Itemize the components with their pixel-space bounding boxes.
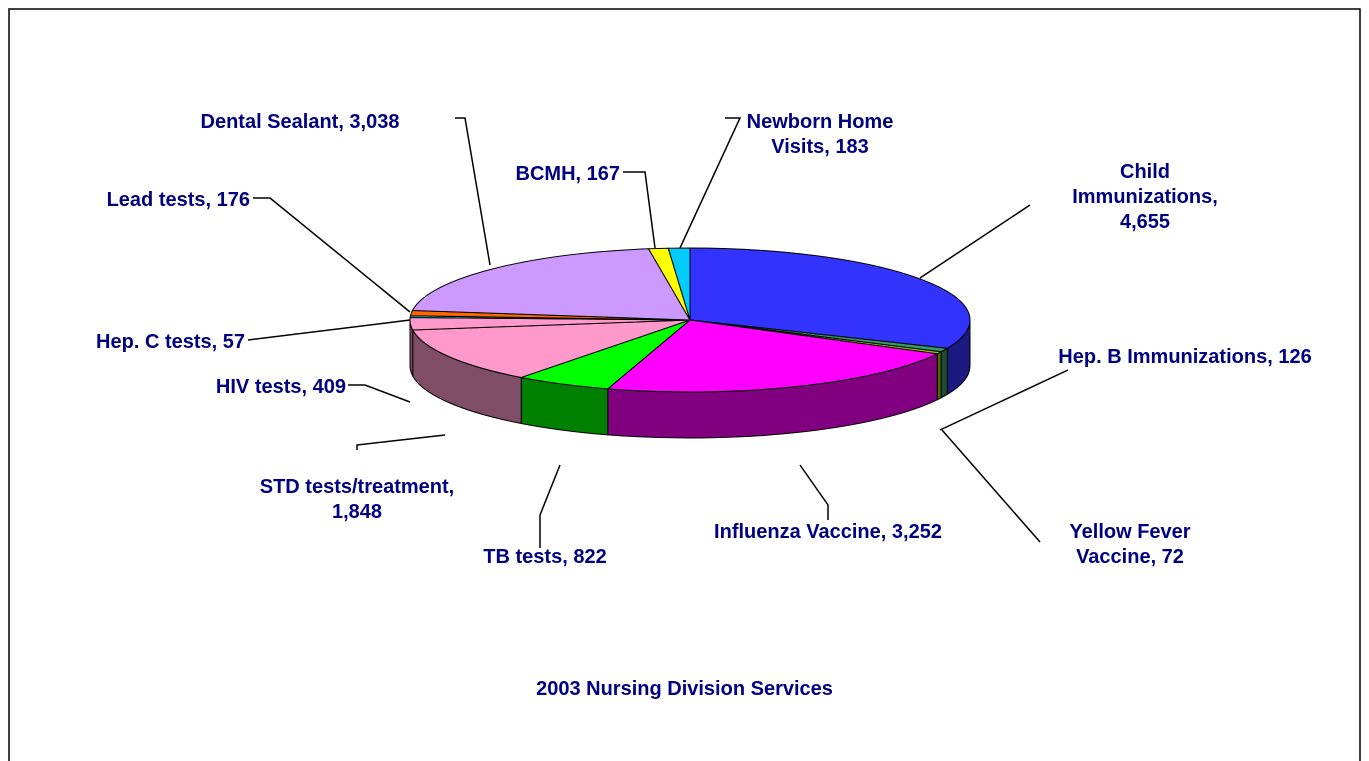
slice — [411, 248, 691, 321]
leader-line — [455, 117, 491, 266]
leader-line — [939, 369, 1069, 431]
data-label: Yellow Fever Vaccine, 72 — [1069, 521, 1191, 568]
slice — [411, 319, 691, 378]
leader-line — [941, 429, 1041, 543]
data-label: Lead tests, 176 — [106, 189, 250, 211]
chart-title: 2003 Nursing Division Services — [536, 678, 833, 700]
data-label: Dental Sealant, 3,038 — [200, 111, 400, 133]
data-label: Hep. C tests, 57 — [96, 331, 245, 353]
leader-line — [919, 204, 1031, 279]
slice-side — [936, 351, 942, 401]
data-label: Influenza Vaccine, 3,252 — [714, 521, 942, 543]
leader-line — [253, 197, 411, 313]
leader-line — [348, 384, 411, 403]
data-label: STD tests/treatment, 1,848 — [259, 476, 455, 523]
leader-line — [539, 464, 561, 548]
data-label: Hep. B Immunizations, 126 — [1058, 346, 1312, 368]
slice-side — [940, 347, 948, 399]
slice — [667, 247, 691, 321]
leader-line — [247, 319, 411, 341]
leader-line — [623, 171, 656, 249]
data-label: TB tests, 822 — [483, 546, 607, 568]
data-label: HIV tests, 409 — [215, 376, 346, 398]
slice — [689, 247, 971, 349]
data-label: Child Immunizations, 4,655 — [1072, 161, 1218, 233]
leader-line — [799, 464, 829, 520]
data-label: BCMH, 167 — [515, 163, 620, 185]
data-label: Newborn Home Visits, 183 — [746, 111, 894, 158]
slice — [606, 319, 939, 393]
frame — [8, 8, 1361, 761]
leader-line — [356, 434, 446, 450]
leader-line — [679, 117, 742, 249]
